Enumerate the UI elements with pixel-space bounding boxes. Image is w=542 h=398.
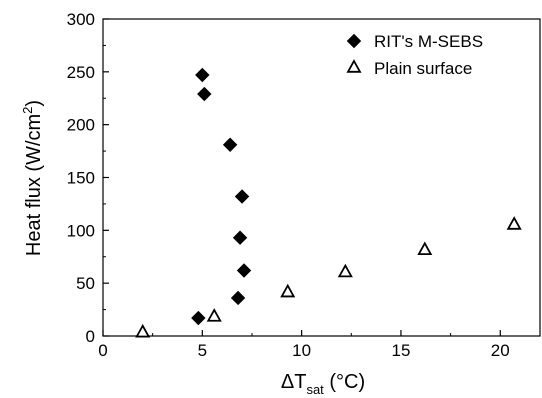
legend-label-plain: Plain surface	[374, 59, 472, 78]
x-tick-label: 5	[198, 341, 207, 360]
data-point-plain	[506, 216, 522, 230]
data-point-plain	[280, 283, 296, 298]
x-axis-label-main: ΔT	[281, 371, 307, 393]
y-tick-label: 300	[67, 10, 95, 29]
legend-marker-diamond	[346, 33, 362, 49]
y-axis-label-close: )	[23, 100, 45, 107]
data-point-rit	[236, 263, 252, 278]
data-point-rit	[195, 67, 210, 83]
legend-label-rit: RIT's M-SEBS	[374, 32, 483, 51]
data-points	[135, 67, 522, 338]
y-axis-label: Heat flux (W/cm2)	[20, 100, 45, 256]
x-axis-label-unit: (°C)	[324, 371, 365, 393]
x-tick-label: 0	[98, 341, 107, 360]
legend: RIT's M-SEBS Plain surface	[346, 32, 483, 78]
y-tick-label: 50	[76, 274, 95, 293]
data-point-rit	[232, 230, 248, 245]
y-tick-label: 150	[67, 169, 95, 188]
data-point-plain	[135, 323, 151, 338]
plot-frame	[102, 18, 541, 337]
x-tick-label: 10	[292, 341, 311, 360]
x-axis-label: ΔTsat (°C)	[281, 371, 365, 397]
legend-marker-triangle	[346, 59, 362, 73]
data-point-plain	[206, 308, 222, 322]
x-tick-label: 15	[391, 341, 410, 360]
data-point-plain	[417, 241, 433, 256]
data-point-rit	[222, 137, 238, 152]
y-tick-label: 200	[67, 116, 95, 135]
data-point-plain	[337, 263, 353, 278]
data-point-rit	[234, 189, 250, 204]
y-tick-label: 100	[67, 221, 95, 240]
triangle-icon	[346, 59, 362, 73]
x-axis-label-subscript: sat	[306, 382, 324, 397]
diamond-icon	[346, 33, 362, 49]
data-point-rit	[197, 86, 212, 102]
y-axis-label-main: Heat flux (W/cm	[23, 114, 45, 256]
data-point-rit	[230, 290, 246, 306]
data-point-rit	[191, 310, 206, 326]
y-tick-label: 0	[86, 327, 95, 346]
x-tick-label: 20	[491, 341, 510, 360]
ticks	[102, 18, 501, 337]
y-tick-label: 250	[67, 63, 95, 82]
y-axis-label-superscript: 2	[20, 107, 35, 114]
